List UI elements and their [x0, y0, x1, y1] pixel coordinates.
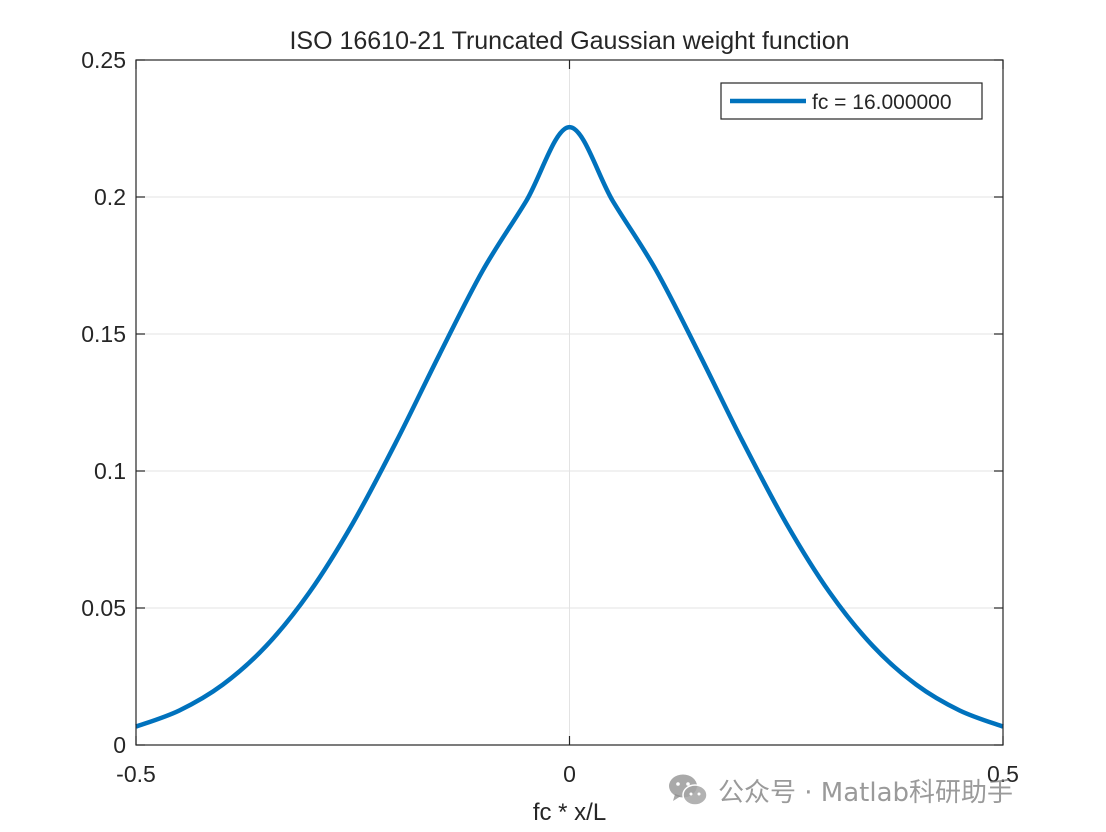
y-tick-labels: 0 0.05 0.1 0.15 0.2 0.25 — [81, 47, 126, 758]
chart-title: ISO 16610-21 Truncated Gaussian weight f… — [289, 27, 849, 55]
y-tick-label: 0.2 — [94, 184, 126, 210]
series-line — [135, 124, 1004, 729]
y-tick-label: 0.25 — [81, 47, 126, 73]
y-tick-label: 0 — [113, 732, 126, 758]
wechat-icon — [669, 774, 708, 806]
axis-ticks — [135, 59, 1004, 746]
x-tick-label: 0.5 — [987, 761, 1019, 787]
watermark: 公众号 · Matlab科研助手 — [666, 768, 1013, 812]
y-tick-label: 0.1 — [94, 458, 126, 484]
watermark-text: 公众号 · Matlab科研助手 — [718, 777, 1014, 808]
x-tick-label: -0.5 — [116, 761, 156, 787]
x-axis-label: fc * x/L — [533, 799, 606, 826]
grid-lines — [136, 60, 1003, 745]
x-tick-labels: -0.5 0 0.5 — [116, 761, 1019, 787]
data-series — [135, 124, 1004, 729]
x-tick-label: 0 — [563, 761, 576, 787]
y-tick-label: 0.15 — [81, 321, 126, 347]
legend-label: fc = 16.000000 — [812, 91, 952, 114]
y-tick-label: 0.05 — [81, 595, 126, 621]
legend: fc = 16.000000 — [720, 82, 983, 120]
